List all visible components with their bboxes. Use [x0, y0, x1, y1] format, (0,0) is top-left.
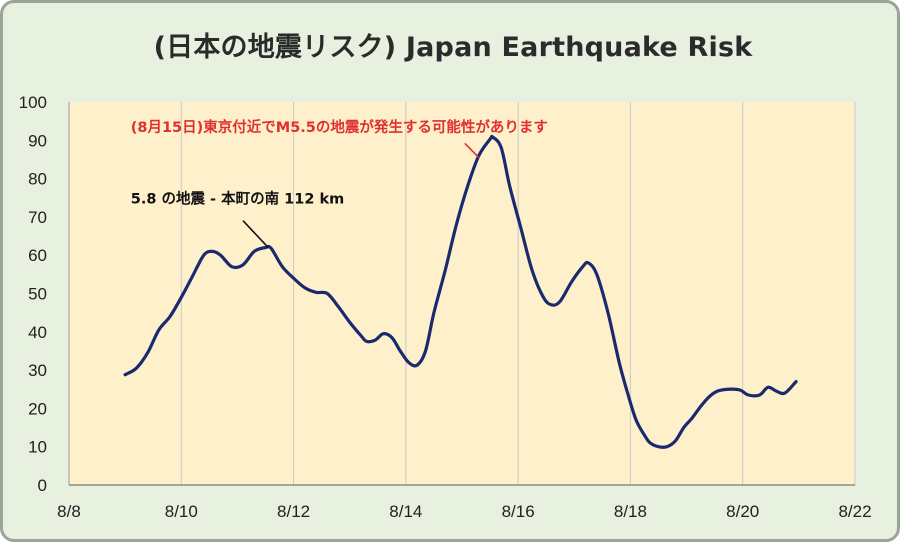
- y-tick-label-0: 0: [38, 476, 47, 495]
- y-tick-label-3: 30: [28, 361, 47, 380]
- x-tick-labels: 8/8 8/10 8/12 8/14 8/16 8/18 8/20 8/22: [57, 502, 871, 521]
- x-tick-label-5: 8/18: [614, 502, 647, 521]
- y-tick-label-9: 90: [28, 131, 47, 150]
- y-tick-label-8: 80: [28, 170, 47, 189]
- x-tick-label-0: 8/8: [57, 502, 81, 521]
- y-tick-label-4: 40: [28, 323, 47, 342]
- series-group: [123, 134, 798, 449]
- plot-area: [69, 102, 855, 485]
- annotations: 5.8 の地震 - 本町の南 112 km (8月15日)東京付近でM5.5の地震…: [131, 118, 548, 249]
- x-tick-label-4: 8/16: [502, 502, 535, 521]
- y-tick-label-2: 20: [28, 399, 47, 418]
- series-line-0: [123, 134, 798, 449]
- chart-title: (日本の地震リスク) Japan Earthquake Risk: [153, 32, 753, 63]
- y-tick-labels: 0 10 20 30 40 50 60 70 80 90 100: [19, 93, 47, 495]
- annotation-text-1: (8月15日)東京付近でM5.5の地震が発生する可能性があります: [131, 118, 548, 136]
- line-chart: 8/8 8/10 8/12 8/14 8/16 8/18 8/20 8/22 0 10 20 30 4…: [19, 93, 872, 521]
- x-tick-label-7: 8/22: [838, 502, 871, 521]
- y-tick-label-10: 100: [19, 93, 47, 112]
- axes: [68, 102, 855, 486]
- y-tick-label-1: 10: [28, 438, 47, 457]
- annotation-text-0: 5.8 の地震 - 本町の南 112 km: [131, 189, 344, 207]
- x-tick-label-1: 8/10: [165, 502, 198, 521]
- annotation-pointer-0: [242, 220, 269, 249]
- x-tick-label-2: 8/12: [277, 502, 310, 521]
- y-tick-label-5: 50: [28, 285, 47, 304]
- y-tick-label-7: 70: [28, 208, 47, 227]
- x-tick-label-6: 8/20: [726, 502, 759, 521]
- x-tick-label-3: 8/14: [389, 502, 422, 521]
- y-tick-label-6: 60: [28, 246, 47, 265]
- annotation-pointer-1: [464, 142, 480, 159]
